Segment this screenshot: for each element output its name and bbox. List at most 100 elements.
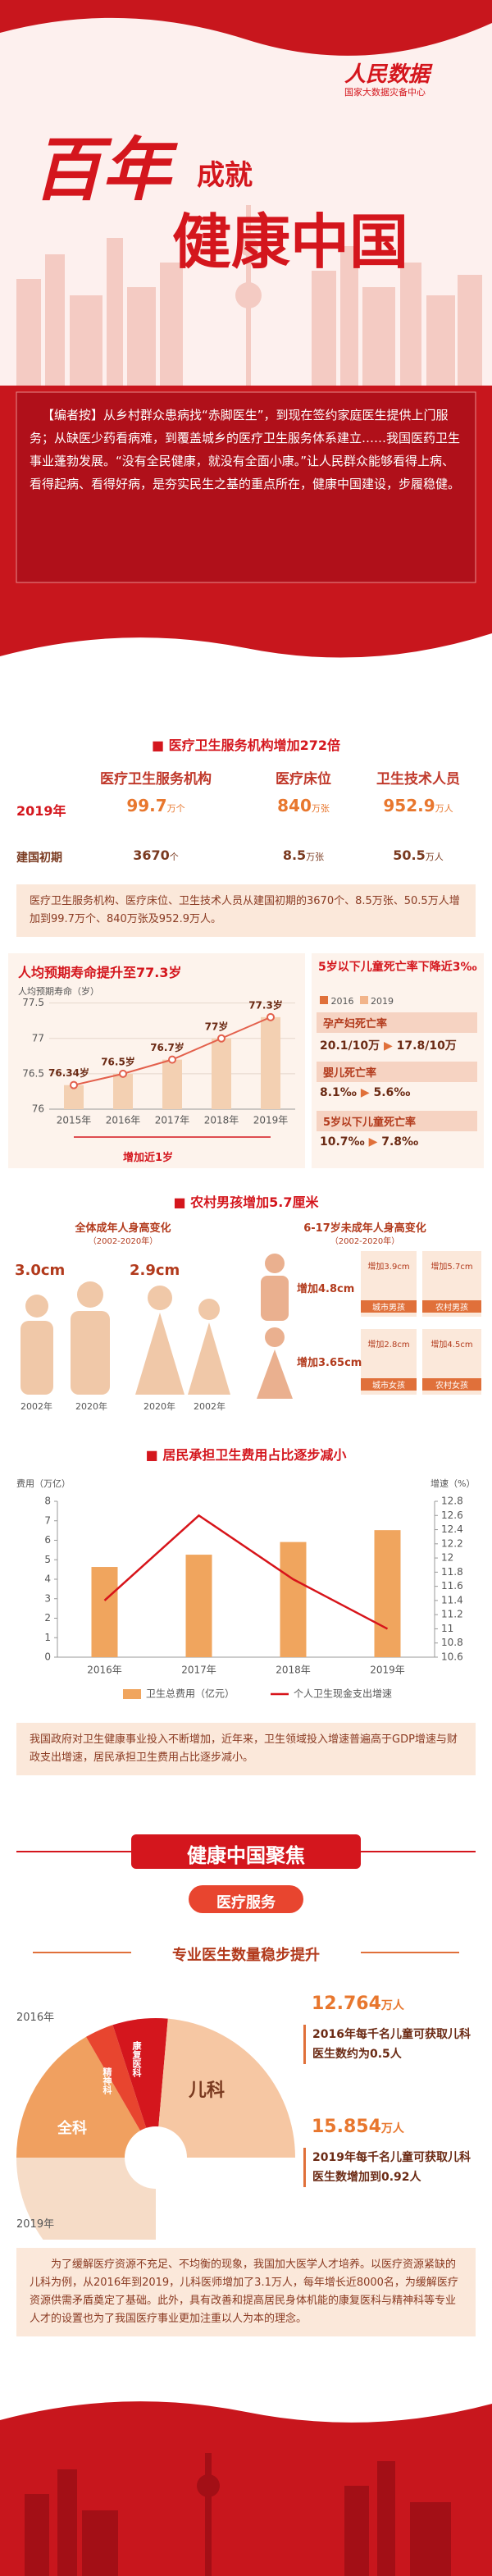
y-tick-label: 6: [44, 1534, 51, 1546]
cell: 840万张: [234, 796, 373, 815]
group-name: 城市女孩: [361, 1378, 417, 1391]
year: 2016年: [16, 2012, 55, 2024]
arrow: ▶: [360, 1086, 370, 1099]
fact-number: 12.764万人: [312, 1994, 404, 2014]
group-name: 农村男孩: [422, 1300, 481, 1313]
cell-unit: 万个: [166, 803, 185, 814]
row-label: 2019年: [16, 803, 66, 819]
x-tick-label: 2017年: [155, 1115, 190, 1126]
adult-figures: [20, 1281, 230, 1395]
y2-tick-label: 11.8: [441, 1566, 463, 1578]
x-tick-label: 2016年: [106, 1115, 141, 1126]
panel-title: 全体成年人身高变化: [75, 1222, 171, 1235]
y2-tick-label: 12: [441, 1552, 453, 1564]
footer-skyline: [25, 2453, 451, 2576]
title-a: 百年: [33, 130, 171, 210]
bar: [374, 1530, 401, 1657]
group-name: 城市男孩: [361, 1300, 417, 1313]
note: 我国政府对卫生健康事业投入不断增加，近年来，卫生领域投入增速普遍高于GDP增速与…: [16, 1723, 476, 1775]
hole: [125, 2126, 187, 2189]
specialty: 康复医科: [131, 2041, 142, 2077]
y-tick-label: 77: [32, 1032, 44, 1044]
y2-tick-label: 12.2: [441, 1537, 463, 1549]
fact-value: 12.764: [312, 1994, 381, 2014]
wedge: [16, 2158, 156, 2240]
value-label: 76.5岁: [101, 1055, 135, 1067]
cell-value: 8.5: [282, 847, 307, 863]
year: 2020年: [144, 1401, 175, 1412]
cell-unit: 万张: [311, 803, 330, 814]
group-gain: 增加2.8cm: [367, 1341, 410, 1350]
arrow: ▶: [384, 1039, 393, 1053]
editor-box: [16, 391, 476, 583]
banner-title: 健康中国聚焦: [187, 1844, 305, 1867]
year: 2020年: [75, 1401, 107, 1412]
cell: 952.9万人: [348, 796, 488, 815]
cell-unit: 个: [169, 852, 179, 862]
legend: 2016 2019: [320, 996, 394, 1007]
specialty: 全科: [57, 2120, 87, 2137]
logo: 人民数据: [344, 62, 430, 87]
y2-tick-label: 11.6: [441, 1580, 463, 1592]
fact-number: 15.854万人: [312, 2117, 404, 2137]
gain: 3.0cm: [15, 1262, 66, 1279]
bar: [91, 1567, 118, 1657]
specialty: 儿科: [189, 2080, 226, 2101]
y-tick-label: 4: [44, 1573, 51, 1585]
legend-label: 个人卫生现金支出增速: [294, 1688, 392, 1700]
section-title: ■ 医疗卫生服务机构增加272倍: [151, 738, 341, 753]
cell: 99.7万个: [86, 796, 226, 815]
point: [168, 1055, 176, 1064]
cell: 50.5万人: [348, 847, 488, 863]
col-head: 卫生技术人员: [376, 771, 460, 788]
fact-text: 2016年每千名儿童可获取儿科医生数约为0.5人: [303, 2025, 476, 2064]
y-axis-label: 费用（万亿）: [16, 1478, 71, 1489]
panel-period: （2002-2020年）: [330, 1237, 400, 1246]
title-c: 健康中国: [172, 208, 409, 276]
value-label: 76.34岁: [48, 1066, 89, 1079]
cell-unit: 万人: [435, 803, 453, 814]
value-2019: 17.8/10万: [396, 1039, 457, 1053]
gain: 增加4.8cm: [297, 1283, 355, 1295]
metric-values: 10.7‰ ▶ 7.8‰: [320, 1135, 418, 1149]
y-tick-label: 7: [44, 1514, 51, 1526]
footer: [0, 2401, 492, 2576]
fact-value: 15.854: [312, 2117, 381, 2137]
legend-label: 2019: [371, 996, 394, 1007]
point: [119, 1069, 127, 1078]
gain: 增加3.65cm: [297, 1357, 362, 1369]
y-tick-label: 8: [44, 1496, 51, 1507]
banner-title: 健康中国图鉴: [187, 696, 305, 719]
specialty: 精神科: [102, 2067, 112, 2094]
wedge: [112, 2017, 168, 2158]
y2-tick-label: 11.2: [441, 1609, 463, 1620]
figures: [20, 1251, 481, 1399]
y2-tick-label: 11: [441, 1623, 453, 1634]
value-2019: 5.6‰: [373, 1086, 411, 1099]
value-2016: 20.1/10万: [320, 1039, 380, 1053]
point: [266, 1012, 275, 1021]
chart: 76 76.5 77 77.5 2015年 2016年 2017年 2018年 2019年 76.…: [22, 997, 295, 1138]
y-tick-label: 5: [44, 1554, 51, 1565]
group-gain: 增加4.5cm: [430, 1341, 473, 1350]
metric-values: 8.1‰ ▶ 5.6‰: [320, 1086, 410, 1099]
wedge: [16, 2036, 156, 2158]
col-head: 医疗床位: [276, 771, 331, 788]
y2-tick-label: 12.8: [441, 1496, 463, 1507]
tag-label: 医疗服务: [216, 1894, 276, 1911]
y-tick-label: 76.5: [22, 1067, 44, 1079]
cell-value: 99.7: [126, 796, 167, 815]
note: 为了缓解医疗资源不充足、不均衡的现象，我国加大医学人才培养。以医疗资源紧缺的儿科…: [16, 2248, 476, 2336]
row-label: 建国初期: [16, 852, 62, 865]
banner: [131, 1834, 361, 1869]
value-2016: 10.7‰: [320, 1135, 365, 1149]
x-tick-label: 2018年: [204, 1115, 239, 1126]
point: [217, 1034, 226, 1043]
legend-label: 2016: [330, 996, 354, 1007]
y2-tick-label: 11.4: [441, 1594, 463, 1605]
x-tick-label: 2017年: [181, 1665, 216, 1676]
year: 2002年: [20, 1401, 52, 1412]
fact-text: 2019年每千名儿童可获取儿科医生数增加到0.92人: [303, 2148, 476, 2187]
x-tick-label: 2019年: [253, 1115, 289, 1126]
y-tick-label: 77.5: [22, 997, 44, 1008]
